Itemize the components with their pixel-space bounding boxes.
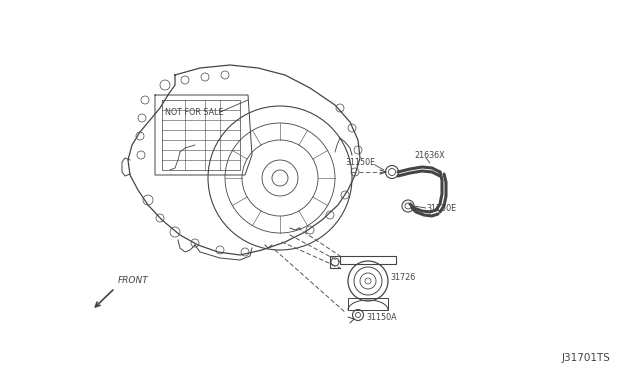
Text: FRONT: FRONT — [118, 276, 148, 285]
Text: 31150A: 31150A — [366, 312, 397, 321]
Text: J31701TS: J31701TS — [562, 353, 611, 363]
Text: 31150E: 31150E — [426, 203, 456, 212]
Bar — [348, 298, 388, 310]
Text: NOT FOR SALE: NOT FOR SALE — [165, 108, 223, 116]
Text: 21636X: 21636X — [414, 151, 445, 160]
Text: 31150E: 31150E — [345, 157, 375, 167]
Text: 31726: 31726 — [390, 273, 415, 282]
Bar — [340, 256, 396, 264]
